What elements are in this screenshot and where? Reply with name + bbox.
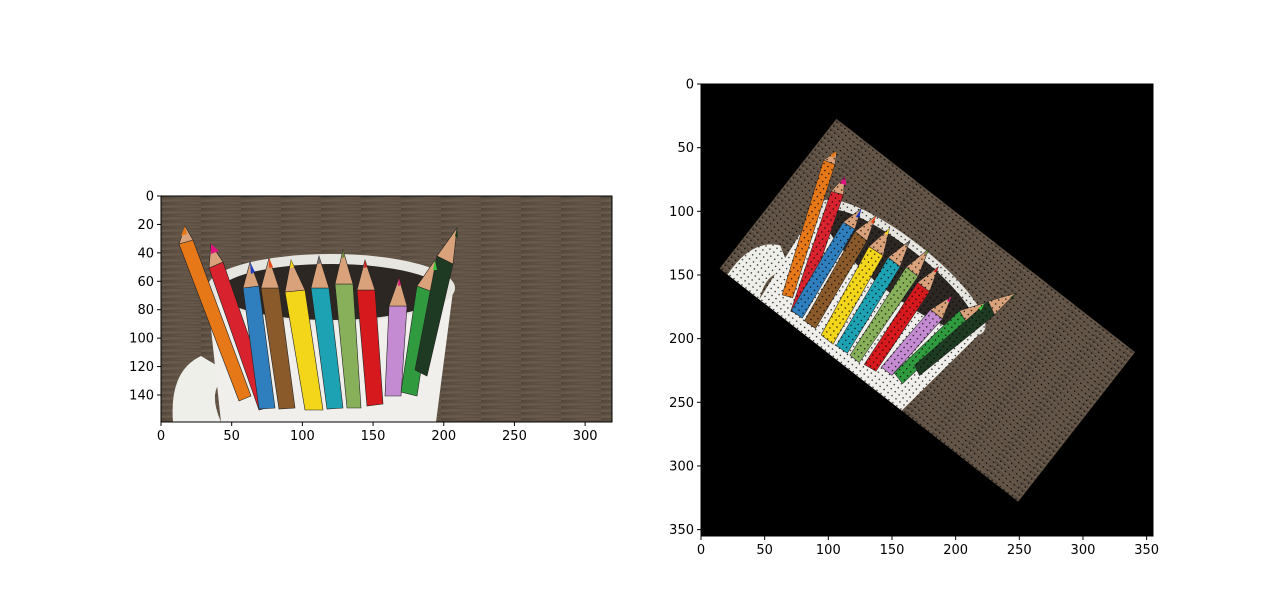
right-ytick-label: 50 [677, 141, 694, 156]
right-image-axes: 0 50 100 150 200 250 300 350 0 50 100 150 200 250 300… [669, 78, 1159, 559]
left-xtick-label: 250 [502, 429, 527, 444]
left-axes-frame [160, 195, 613, 423]
right-ytick-label: 350 [669, 523, 694, 538]
rotated-image [719, 118, 1136, 503]
right-xtick-label: 250 [1007, 543, 1032, 558]
left-xtick-label: 0 [157, 429, 165, 444]
left-ytick-label: 60 [137, 275, 154, 290]
right-ytick-label: 150 [669, 268, 694, 283]
right-xtick-label: 50 [756, 543, 773, 558]
right-axes-frame [700, 83, 1154, 537]
left-ytick-label: 40 [137, 246, 154, 261]
left-image-axes: 0 50 100 150 200 250 300 0 20 40 60 80 100 120 140 [129, 190, 613, 444]
left-ytick-label: 0 [146, 190, 154, 205]
right-ytick-label: 200 [669, 332, 694, 347]
right-xticks: 0 50 100 150 200 250 300 350 [697, 536, 1159, 558]
right-xtick-label: 0 [697, 543, 705, 558]
right-ytick-label: 0 [686, 78, 694, 93]
right-xtick-label: 350 [1134, 543, 1159, 558]
right-xtick-label: 300 [1071, 543, 1096, 558]
right-xtick-label: 200 [943, 543, 968, 558]
left-xtick-label: 200 [431, 429, 456, 444]
left-xticks: 0 50 100 150 200 250 300 [157, 422, 598, 444]
left-ytick-label: 100 [129, 332, 154, 347]
right-ytick-label: 100 [669, 205, 694, 220]
left-ytick-label: 20 [137, 218, 154, 233]
right-xtick-label: 100 [816, 543, 841, 558]
right-ytick-label: 300 [669, 459, 694, 474]
right-yticks: 0 50 100 150 200 250 300 350 [669, 78, 701, 538]
original-image [161, 196, 612, 422]
left-ytick-label: 140 [129, 388, 154, 403]
left-ytick-label: 80 [137, 303, 154, 318]
left-yticks: 0 20 40 60 80 100 120 140 [129, 190, 161, 403]
left-xtick-label: 300 [573, 429, 598, 444]
right-xtick-label: 150 [880, 543, 905, 558]
left-ytick-label: 120 [129, 360, 154, 375]
right-ytick-label: 250 [669, 396, 694, 411]
left-xtick-label: 150 [361, 429, 386, 444]
left-xtick-label: 100 [290, 429, 315, 444]
left-xtick-label: 50 [223, 429, 240, 444]
